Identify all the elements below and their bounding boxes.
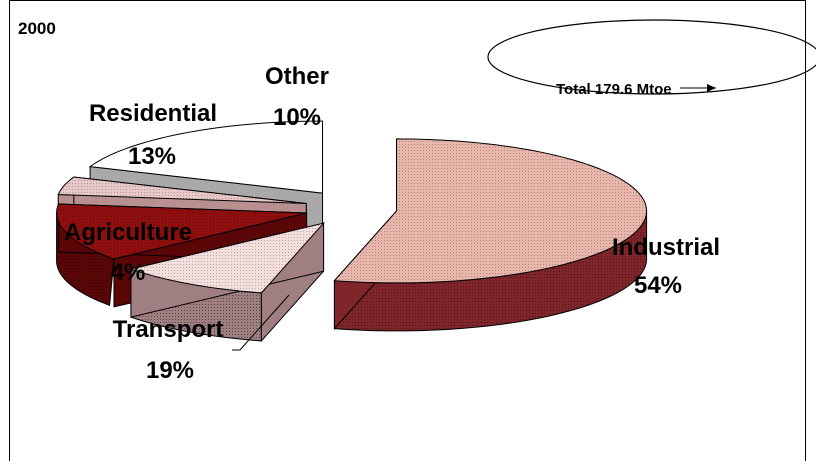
slice-other-top-texture xyxy=(130,223,324,293)
chart-border xyxy=(9,0,806,461)
value-residential: 13% xyxy=(128,143,176,170)
chart-title: 2000 xyxy=(18,19,56,38)
label-transport: Transport xyxy=(113,316,224,343)
slice-residential-top-texture xyxy=(56,203,307,259)
pie-slices xyxy=(56,120,648,343)
value-transport: 19% xyxy=(146,357,194,384)
label-residential: Residential xyxy=(89,100,217,127)
slice-industrial-rim-texture xyxy=(334,210,647,331)
total-annotation-arrowhead xyxy=(707,84,716,92)
value-other: 10% xyxy=(273,104,321,131)
label-industrial: Industrial xyxy=(612,234,720,261)
slice-other xyxy=(129,221,325,343)
slice-residential-rim-texture xyxy=(56,213,114,306)
label-other: Other xyxy=(265,63,329,90)
value-agriculture: 4% xyxy=(111,259,146,286)
slice-transport-top xyxy=(88,120,324,194)
slice-industrial xyxy=(333,138,648,332)
slice-industrial-top-texture xyxy=(334,138,647,283)
total-annotation-ellipse xyxy=(487,19,816,95)
transport-leader-line xyxy=(232,294,290,351)
label-agriculture: Agriculture xyxy=(64,219,192,246)
value-industrial: 54% xyxy=(634,272,682,299)
slice-agriculture-top-texture xyxy=(58,177,307,204)
total-annotation: Total 179.6 Mtoe xyxy=(556,81,672,98)
